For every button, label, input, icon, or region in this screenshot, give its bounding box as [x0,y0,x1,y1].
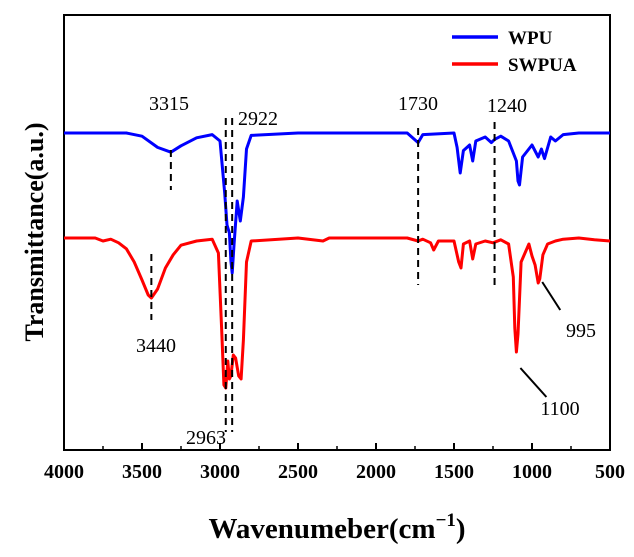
x-tick-label: 3500 [122,461,162,483]
x-tick-label: 4000 [44,461,84,483]
x-axis-label-end: ) [456,513,466,545]
x-axis-label-sup: −1 [436,510,456,531]
peak-label: 2963 [186,427,226,449]
peak-label: 1100 [540,398,579,420]
x-tick-label: 2500 [278,461,318,483]
x-tick-label: 3000 [200,461,240,483]
x-axis-label-main: Wavenumeber(cm [208,513,435,545]
peak-label: 1240 [487,95,527,117]
legend-label-swpua: SWPUA [508,55,577,76]
legend-label-wpu: WPU [508,28,553,49]
x-tick-label: 2000 [356,461,396,483]
x-tick-label: 1500 [434,461,474,483]
x-tick-label: 1000 [512,461,552,483]
peak-label: 2922 [238,108,278,130]
peak-annotations: 3315 2922 1730 1240 3440 2963 1100 995 [136,93,596,449]
plot-frame [63,14,611,451]
x-tick-label: 500 [595,461,625,483]
x-axis-label: Wavenumeber(cm−1) [208,510,465,545]
peak-label: 995 [566,320,596,342]
peak-leader-line [519,367,548,398]
x-ticks: 4000 3500 3000 2500 2000 1500 1000 500 [44,443,625,483]
peak-label: 3440 [136,335,176,357]
series-layer [64,131,611,390]
series-line-swpua [64,236,611,390]
legend: WPU SWPUA [452,28,577,76]
y-axis-label: Transmittance(a.u.) [20,122,49,341]
peak-label: 3315 [149,93,189,115]
peak-label: 1730 [398,93,438,115]
peak-leader-line [541,281,562,311]
series-line-wpu [64,131,610,275]
